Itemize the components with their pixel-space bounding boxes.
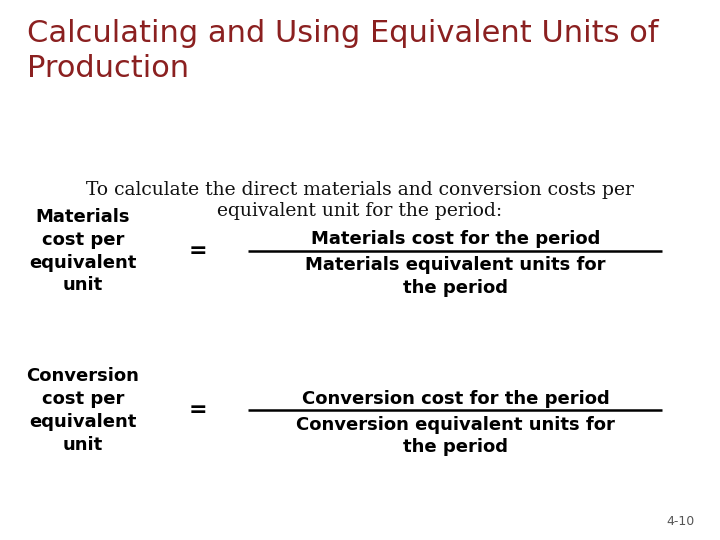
Text: To calculate the direct materials and conversion costs per: To calculate the direct materials and co…	[86, 181, 634, 199]
Text: Materials cost for the period: Materials cost for the period	[311, 231, 600, 248]
Text: Conversion equivalent units for
the period: Conversion equivalent units for the peri…	[296, 416, 615, 456]
Text: =: =	[189, 400, 207, 421]
Text: Conversion cost for the period: Conversion cost for the period	[302, 390, 609, 408]
Text: equivalent unit for the period:: equivalent unit for the period:	[217, 202, 503, 220]
Text: Materials equivalent units for
the period: Materials equivalent units for the perio…	[305, 256, 606, 296]
Text: Conversion
cost per
equivalent
unit: Conversion cost per equivalent unit	[27, 367, 139, 454]
Text: Calculating and Using Equivalent Units of
Production: Calculating and Using Equivalent Units o…	[27, 19, 659, 83]
Text: 4-10: 4-10	[667, 515, 695, 528]
Text: Materials
cost per
equivalent
unit: Materials cost per equivalent unit	[29, 208, 137, 294]
Text: =: =	[189, 241, 207, 261]
